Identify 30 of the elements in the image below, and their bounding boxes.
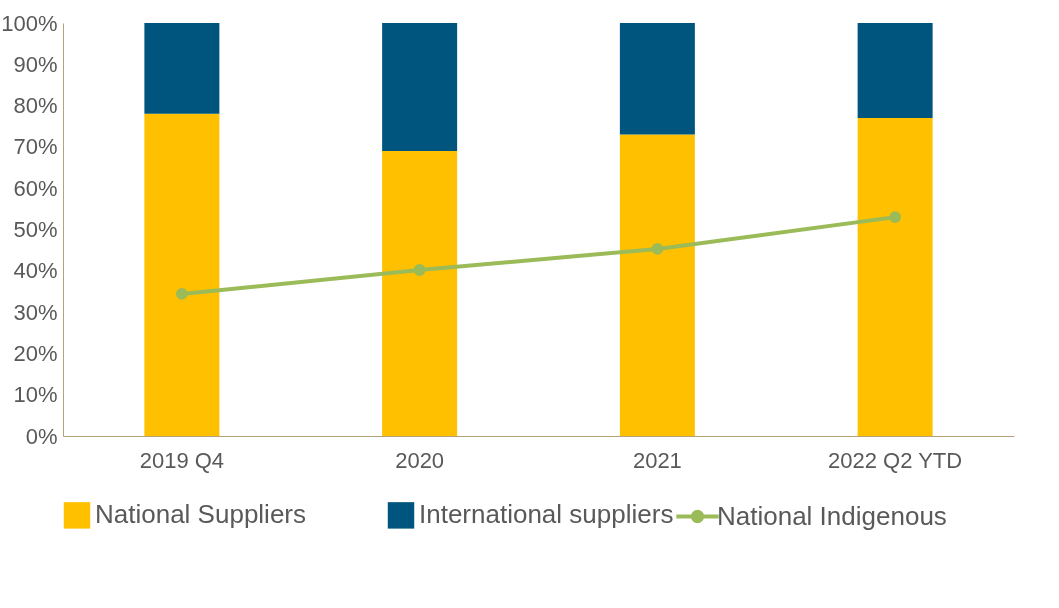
y-tick-label: 30% xyxy=(13,299,58,325)
legend-label: National Suppliers xyxy=(95,499,307,530)
bar xyxy=(619,134,695,436)
y-tick-label: 100% xyxy=(1,10,58,36)
y-tick-label: 0% xyxy=(25,423,58,449)
y-tick-label: 40% xyxy=(13,258,58,284)
y-tick-label: 50% xyxy=(13,217,58,242)
bar xyxy=(857,23,933,118)
point xyxy=(413,264,426,276)
y-tick-label: 20% xyxy=(13,340,58,366)
y-tick-label: 90% xyxy=(13,51,58,77)
bar xyxy=(857,117,933,436)
y-tick-label: 70% xyxy=(13,134,58,160)
bar xyxy=(382,23,458,152)
x-tick-label: 2021 xyxy=(632,447,682,473)
legend-label: National Indigenous xyxy=(717,500,947,531)
bar xyxy=(144,23,220,114)
point xyxy=(889,211,902,224)
y-tick-label: 10% xyxy=(13,382,58,408)
x-tick-label: 2019 Q4 xyxy=(139,447,225,473)
bar xyxy=(144,113,220,436)
x-tick-label: 2020 xyxy=(395,447,445,473)
bar xyxy=(619,23,695,135)
x-tick-label: 2022 Q2 YTD xyxy=(828,447,963,473)
y-tick-label: 60% xyxy=(13,175,58,201)
y-tick-label: 80% xyxy=(13,93,58,119)
point xyxy=(651,243,664,255)
point xyxy=(175,288,188,300)
bar xyxy=(382,151,458,436)
legend-label: International suppliers xyxy=(419,499,674,530)
